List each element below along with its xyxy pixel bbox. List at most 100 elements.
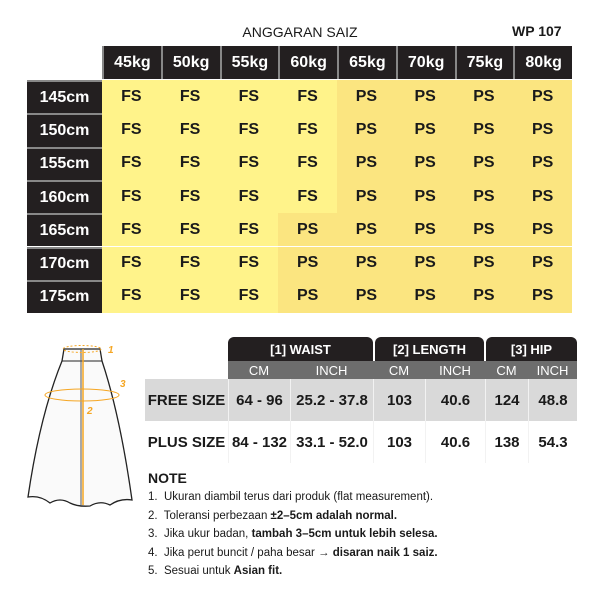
size-cell: FS	[102, 246, 161, 280]
size-cell: PS	[454, 146, 514, 180]
size-cell: PS	[278, 213, 337, 247]
size-cell: PS	[454, 246, 514, 280]
size-cell: FS	[160, 279, 220, 314]
note-bold: disaran naik 1 saiz.	[332, 546, 438, 559]
size-cell: FS	[219, 279, 279, 314]
product-code: WP 107	[512, 23, 562, 39]
size-cell: PS	[337, 246, 396, 280]
size-cell: PS	[454, 80, 514, 114]
size-cell: PS	[395, 279, 455, 314]
size-cell: PS	[513, 179, 572, 214]
note-text: Jika ukur badan,	[163, 528, 252, 540]
size-cell: PS	[395, 113, 455, 147]
size-cell: FS	[278, 80, 337, 114]
size-cell: PS	[395, 213, 455, 247]
column-header-weight: 80kg	[513, 46, 572, 79]
note-item: 3. Jika ukur badan, tambah 3–5cm untuk l…	[148, 525, 438, 544]
row-header-height: 145cm	[27, 80, 102, 114]
note-bold: ±2–5cm adalah normal.	[270, 509, 398, 522]
size-cell: FS	[160, 113, 220, 147]
row-header-height: 160cm	[27, 179, 102, 214]
size-cell: FS	[219, 179, 279, 214]
measure-cell: 103	[373, 379, 425, 421]
size-cell: PS	[513, 113, 572, 147]
size-cell: FS	[219, 146, 279, 180]
row-header-height: 155cm	[27, 146, 102, 180]
column-header-weight: 55kg	[219, 46, 279, 79]
measure-cell: 40.6	[425, 421, 485, 463]
row-header-height: 150cm	[27, 113, 102, 147]
note-number: 3.	[148, 528, 158, 540]
size-cell: FS	[102, 113, 161, 147]
size-cell: PS	[513, 80, 572, 114]
size-cell: PS	[337, 213, 396, 247]
note-text: Ukuran diambil terus dari produk (flat m…	[163, 491, 434, 503]
size-cell: FS	[102, 146, 161, 180]
unit-header: INCH	[528, 361, 577, 379]
note-item: 1. Ukuran diambil terus dari produk (fla…	[148, 488, 438, 507]
unit-header: CM	[485, 361, 528, 379]
size-cell: FS	[102, 80, 161, 114]
size-cell: FS	[160, 179, 220, 214]
measure-cell: 33.1 - 52.0	[290, 421, 373, 463]
column-header-weight: 65kg	[337, 46, 396, 79]
size-cell: PS	[337, 279, 396, 314]
column-header-weight: 75kg	[454, 46, 514, 79]
group-header: [1] WAIST	[228, 337, 373, 362]
size-cell: PS	[337, 80, 396, 114]
column-header-weight: 45kg	[102, 46, 161, 79]
size-cell: FS	[278, 179, 337, 214]
size-cell: FS	[160, 213, 220, 247]
measure-cell: 84 - 132	[228, 421, 290, 463]
table-row	[145, 379, 577, 421]
unit-header: CM	[373, 361, 425, 379]
chart-title: ANGGARAN SAIZ	[242, 24, 358, 40]
note-text: Sesuai untuk	[163, 565, 234, 577]
size-cell: PS	[513, 279, 572, 314]
size-cell: PS	[337, 146, 396, 180]
row-header-height: 175cm	[27, 279, 102, 314]
size-cell: PS	[454, 279, 514, 314]
size-cell: PS	[454, 179, 514, 214]
measure-cell: 124	[485, 379, 528, 421]
measure-cell: 48.8	[528, 379, 577, 421]
size-cell: FS	[278, 146, 337, 180]
size-cell: PS	[513, 246, 572, 280]
measure-cell: 64 - 96	[228, 379, 290, 421]
size-cell: FS	[160, 80, 220, 114]
note-number: 4.	[148, 546, 158, 559]
group-header: [3] HIP	[486, 337, 577, 362]
label-2: 2	[86, 406, 93, 417]
column-header-weight: 60kg	[278, 46, 337, 79]
note-number: 5.	[148, 565, 158, 577]
size-cell: PS	[278, 246, 337, 280]
note-text: Toleransi perbezaan	[163, 509, 271, 522]
size-cell: FS	[102, 213, 161, 247]
column-header-weight: 70kg	[395, 46, 455, 79]
note-bold: Asian fit.	[233, 565, 283, 577]
measure-cell: 54.3	[528, 421, 577, 463]
note-text: Jika perut buncit / paha besar →	[163, 546, 333, 559]
size-cell: FS	[102, 279, 161, 314]
measure-cell: 103	[373, 421, 425, 463]
unit-header: INCH	[290, 361, 373, 379]
size-cell: FS	[278, 113, 337, 147]
row-label: FREE SIZE	[147, 391, 226, 409]
size-cell: PS	[395, 146, 455, 180]
size-cell: FS	[219, 113, 279, 147]
note-bold: tambah 3–5cm untuk lebih selesa.	[251, 528, 438, 540]
note-item: 2. Toleransi perbezaan ±2–5cm adalah nor…	[148, 507, 438, 526]
skirt-diagram-icon: 1 2 3	[27, 345, 133, 507]
note-number: 2.	[148, 509, 158, 522]
label-3: 3	[120, 379, 126, 390]
row-header-height: 170cm	[27, 246, 102, 280]
size-cell: PS	[454, 113, 514, 147]
measure-cell: 40.6	[425, 379, 485, 421]
size-cell: PS	[513, 213, 572, 247]
notes: NOTE 1. Ukuran diambil terus dari produk…	[148, 470, 438, 581]
size-cell: FS	[219, 213, 279, 247]
row-header-height: 165cm	[27, 213, 102, 247]
size-cell: FS	[160, 146, 220, 180]
size-cell: PS	[395, 246, 455, 280]
measure-cell: 138	[485, 421, 528, 463]
